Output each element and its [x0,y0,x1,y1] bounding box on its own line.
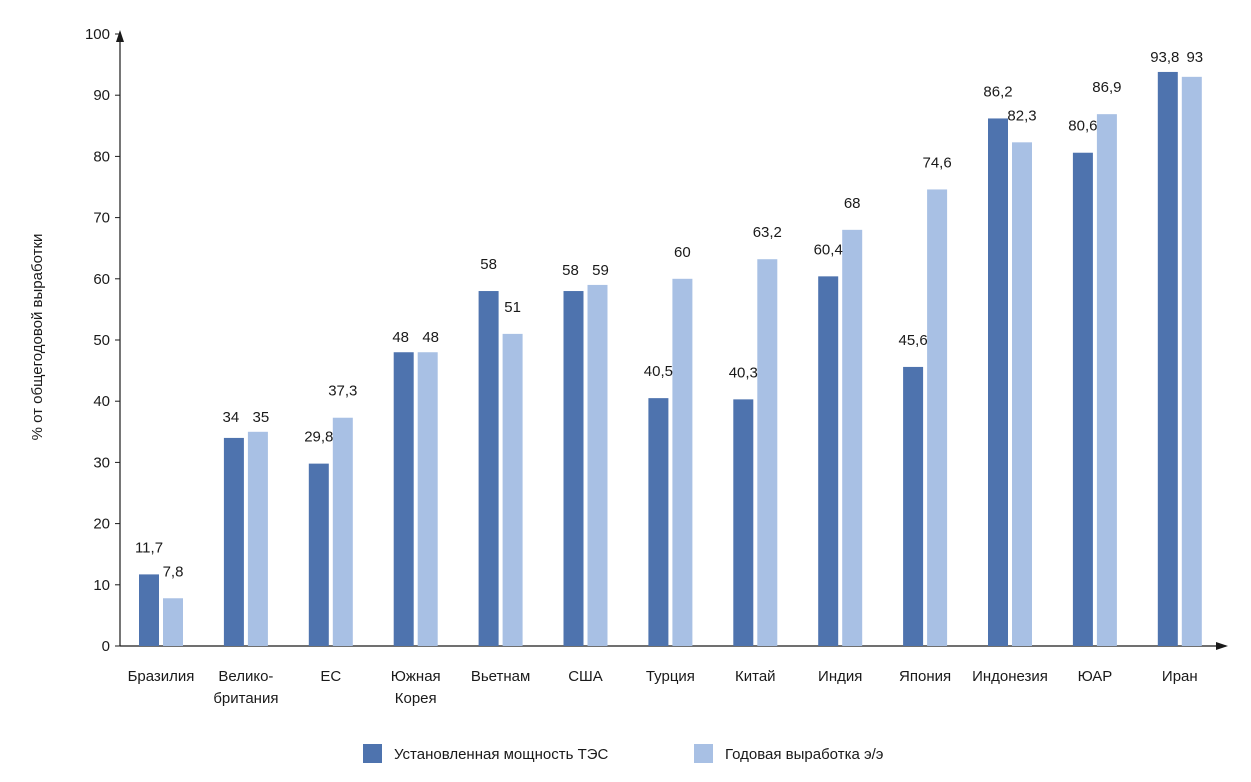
bar-annual-generation [417,352,438,646]
y-tick-label: 100 [85,26,110,43]
data-label-installed-capacity: 86,2 [983,83,1012,100]
x-category-label: Вьетнам [471,668,530,685]
y-tick-label: 0 [102,638,110,655]
data-label-annual-generation: 7,8 [163,563,184,580]
x-category-label: Индонезия [972,668,1048,685]
x-category-label: Япония [899,668,951,685]
bar-annual-generation [587,284,608,646]
bar-installed-capacity [733,399,754,646]
legend[interactable]: Установленная мощность ТЭС Годовая выраб… [363,744,884,763]
y-axis-arrow [116,30,124,42]
data-label-installed-capacity: 60,4 [814,241,843,258]
bar-annual-generation [927,189,948,646]
x-category-label: ЕС [320,668,341,685]
data-labels: 11,77,8 34 35 29,8 37,3 48 48 58 51 58 59 40,5 60 40,… [135,49,1203,580]
y-tick-label: 40 [93,393,110,410]
x-category-label: Велико-британия [213,668,278,707]
y-axis-ticks: 0 10 20 30 40 50 60 70 80 90 100 [85,26,120,655]
data-label-installed-capacity: 45,6 [898,332,927,349]
x-category-label: Иран [1162,668,1198,685]
data-label-annual-generation: 74,6 [922,154,951,171]
legend-label-installed-capacity: Установленная мощность ТЭС [394,746,609,763]
bars [139,71,1202,647]
bar-installed-capacity [903,366,924,646]
bar-installed-capacity [648,398,669,646]
bar-installed-capacity [1157,71,1178,647]
bar-installed-capacity [563,291,584,646]
bar-annual-generation [672,278,693,646]
data-label-annual-generation: 86,9 [1092,79,1121,96]
data-label-installed-capacity: 40,5 [644,363,673,380]
data-label-installed-capacity: 11,7 [135,539,163,556]
y-axis-label: % от общегодовой выработки [29,234,46,441]
data-label-installed-capacity: 29,8 [304,429,333,446]
bar-annual-generation [1096,114,1117,646]
legend-swatch-installed-capacity [363,744,382,763]
bar-annual-generation [1181,76,1202,647]
data-label-annual-generation: 60 [674,244,691,261]
y-tick-label: 10 [93,577,110,594]
axes [116,30,1228,650]
bar-installed-capacity [1072,152,1093,646]
data-label-annual-generation: 35 [253,409,270,426]
data-label-annual-generation: 37,3 [328,383,357,400]
data-label-installed-capacity: 80,6 [1068,118,1097,135]
bar-annual-generation [332,417,353,646]
y-tick-label: 20 [93,516,110,533]
x-category-label: США [568,668,603,685]
bar-annual-generation [502,333,523,646]
bar-installed-capacity [988,118,1008,647]
y-tick-label: 60 [93,271,110,288]
y-tick-label: 30 [93,454,110,471]
data-label-annual-generation: 59 [592,262,609,279]
x-category-label: Южная Корея [391,668,441,707]
x-category-label: Турция [646,668,695,685]
data-label-installed-capacity: 34 [223,409,240,426]
bar-annual-generation [247,431,268,646]
category-labels: Бразилия Велико-британия ЕС Южная Корея Вьетн… [128,668,1198,707]
data-label-installed-capacity: 40,3 [729,364,758,381]
data-label-installed-capacity: 93,8 [1150,49,1179,66]
x-category-label: ЮАР [1078,668,1113,685]
bar-installed-capacity [139,574,159,646]
data-label-installed-capacity: 48 [392,329,409,346]
data-label-installed-capacity: 58 [562,262,579,279]
x-category-label: Индия [818,668,862,685]
bar-installed-capacity [818,276,839,646]
y-tick-label: 50 [93,332,110,349]
bar-annual-generation [842,229,863,646]
data-label-annual-generation: 51 [504,299,521,316]
bar-installed-capacity [308,463,329,646]
bar-installed-capacity [223,437,244,646]
bar-installed-capacity [478,291,499,646]
data-label-annual-generation: 82,3 [1007,107,1036,124]
bar-annual-generation [163,598,183,646]
legend-swatch-annual-generation [694,744,713,763]
x-axis-arrow [1216,642,1228,650]
bar-installed-capacity [393,352,414,646]
y-tick-label: 80 [93,148,110,165]
x-category-label: Бразилия [128,668,195,685]
data-label-annual-generation: 48 [422,329,439,346]
data-label-installed-capacity: 58 [480,256,497,273]
bar-annual-generation [1012,142,1032,646]
data-label-annual-generation: 63,2 [753,224,782,241]
data-label-annual-generation: 68 [844,195,861,212]
bar-annual-generation [757,259,778,646]
x-category-label: Китай [735,668,776,685]
data-label-annual-generation: 93 [1186,49,1203,66]
y-tick-label: 90 [93,87,110,104]
legend-label-annual-generation: Годовая выработка э/э [725,746,884,763]
y-tick-label: 70 [93,210,110,227]
